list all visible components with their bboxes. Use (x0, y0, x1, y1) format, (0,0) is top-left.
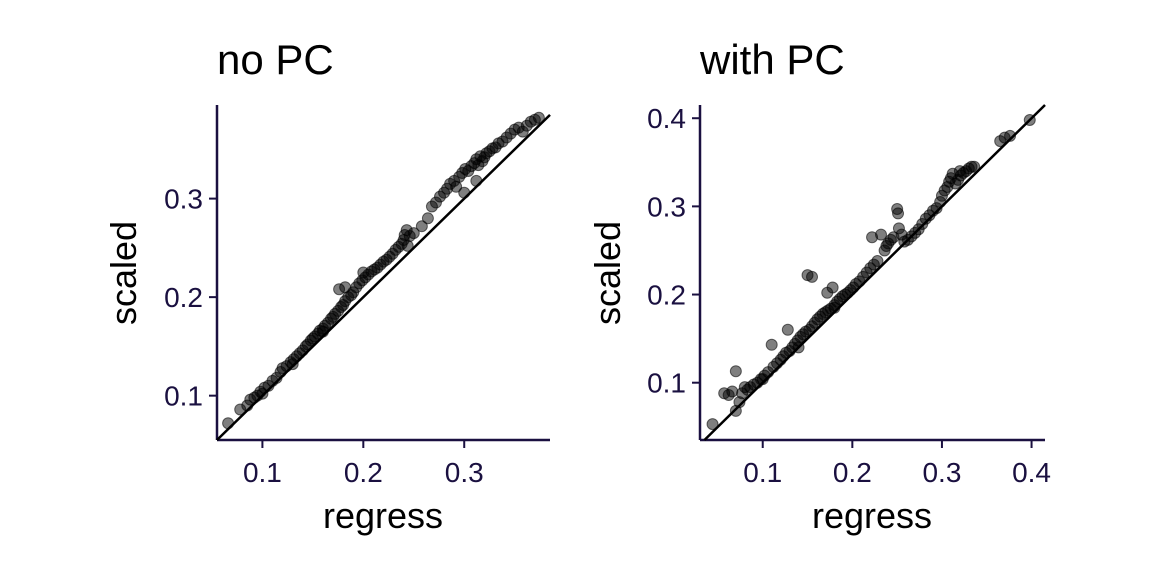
x-axis-label: regress (812, 495, 932, 536)
y-tick-label: 0.1 (164, 381, 203, 412)
scatter-point (826, 281, 839, 294)
x-tick-label: 0.1 (743, 457, 782, 488)
x-tick-label: 0.4 (1012, 457, 1051, 488)
y-axis-label: scaled (587, 221, 628, 325)
x-axis-label: regress (323, 495, 443, 536)
scatter-point (415, 220, 428, 233)
y-tick-label: 0.2 (164, 282, 203, 313)
x-tick-label: 0.3 (922, 457, 961, 488)
scatter-point (871, 255, 884, 268)
panel-title: with PC (699, 36, 845, 83)
scatter-point (421, 212, 434, 225)
scatter-point (470, 174, 483, 187)
scatter-point (222, 417, 235, 430)
scatter-point (407, 227, 420, 240)
scatter-point (286, 358, 299, 371)
scatter-point (726, 385, 739, 398)
scatter-point (828, 301, 841, 314)
panel-no-pc: no PC scaled regress 0.1 0.2 0.3 0.1 0.2 0.3 (103, 36, 551, 536)
scatter-point (968, 160, 981, 173)
scatter-point (357, 266, 370, 279)
scatter-point (458, 186, 471, 199)
x-tick-label: 0.2 (833, 457, 872, 488)
x-tick-label: 0.1 (243, 457, 282, 488)
scatter-point (781, 323, 794, 336)
y-tick-label: 0.3 (647, 191, 686, 222)
y-tick-label: 0.1 (647, 368, 686, 399)
y-axis-label: scaled (103, 221, 144, 325)
scatter-point (532, 111, 545, 124)
x-tick-label: 0.2 (344, 457, 383, 488)
scatter-point (401, 239, 414, 252)
y-tick-label: 0.4 (647, 103, 686, 134)
scatter-point (256, 387, 269, 400)
scatter-point (892, 207, 905, 220)
scatter-point (765, 338, 778, 351)
y-tick-label: 0.3 (164, 184, 203, 215)
scatter-point (792, 341, 805, 354)
scatter-point (756, 373, 769, 386)
scatter-point (729, 365, 742, 378)
scatter-point (1004, 129, 1017, 142)
scatter-point (316, 325, 329, 338)
scatter-point (806, 270, 819, 283)
scatter-point (706, 418, 719, 431)
scatter-point (1023, 113, 1036, 126)
scatter-point (953, 165, 966, 178)
panel-title: no PC (217, 36, 334, 83)
y-tick-label: 0.2 (647, 280, 686, 311)
scatter-point (875, 228, 888, 241)
x-tick-label: 0.3 (445, 457, 484, 488)
panel-with-pc: with PC scaled regress 0.1 0.2 0.3 0.4 0.1 0.… (587, 36, 1051, 536)
